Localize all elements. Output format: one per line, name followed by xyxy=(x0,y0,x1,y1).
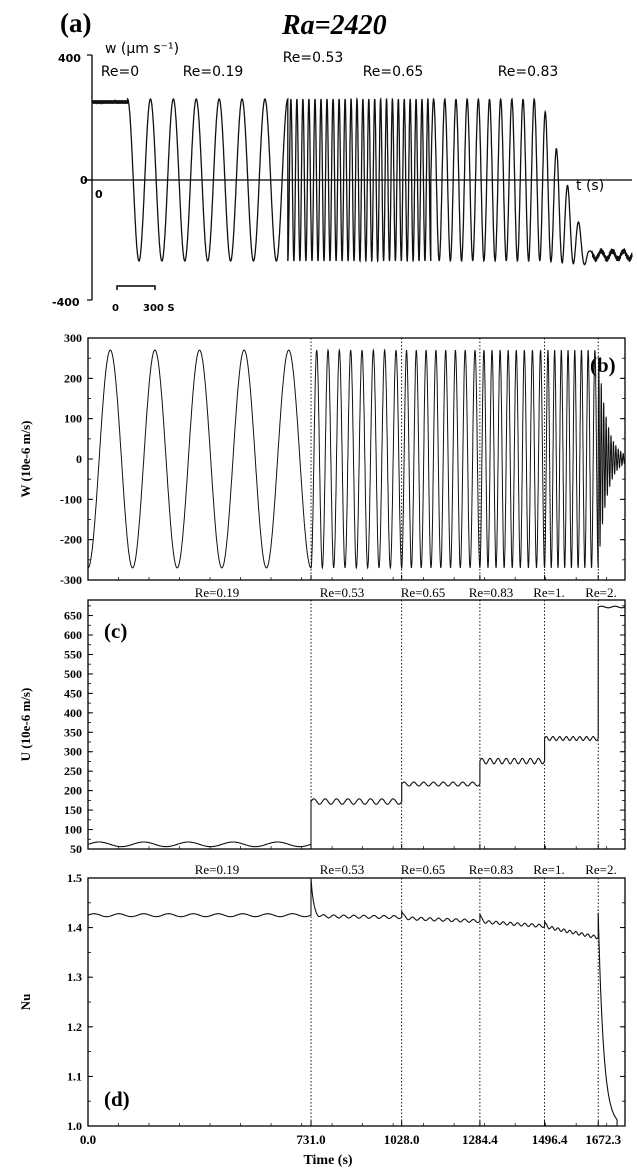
panel-c-ytick-label: 450 xyxy=(64,686,82,700)
panel-d-xtick-label: 0.0 xyxy=(80,1132,96,1147)
panel-d-xtick-label: 1284.4 xyxy=(462,1132,498,1147)
regime-label: Re=0.83 xyxy=(469,862,514,877)
panel-d-ytick-label: 1.5 xyxy=(67,871,82,885)
panel-c-frame xyxy=(87,599,626,850)
panel-b-ytick-label: 300 xyxy=(64,331,82,345)
panel-c-ytick-label: 350 xyxy=(64,725,82,739)
panel-d-xtick-label: 1672.3 xyxy=(585,1132,621,1147)
panel-b-ytick-label: 0 xyxy=(76,452,82,466)
panel-a-series xyxy=(91,97,633,266)
panel-b-ylabel: W (10e-6 m/s) xyxy=(18,420,33,497)
regime-label: Re=1. xyxy=(533,862,565,877)
panel-c: 650 600 550 500 450 400 350 300 250 200 150 100 50 U … xyxy=(18,599,626,877)
panel-c-ytick-label: 550 xyxy=(64,647,82,661)
panel-a-ytick-neg400: -400 xyxy=(52,296,80,309)
panel-a-label: (a) xyxy=(60,8,91,38)
panel-d-ytick-label: 1.3 xyxy=(67,970,82,984)
regime-label: Re=0.65 xyxy=(401,585,446,600)
figure-title: Ra=2420 xyxy=(281,10,387,41)
panel-c-ytick-label: 650 xyxy=(64,609,82,623)
panel-b-ytick-label: 100 xyxy=(64,412,82,426)
panel-c-ytick-label: 600 xyxy=(64,628,82,642)
panel-a-origin-label: 0 xyxy=(95,188,103,201)
panel-b-ytick-label: -300 xyxy=(60,573,82,587)
panel-a-xlabel: t (s) xyxy=(576,178,604,194)
regime-label: Re=0.53 xyxy=(320,585,365,600)
panel-b-ytick-label: -200 xyxy=(60,533,82,547)
panel-c-ytick-label: 100 xyxy=(64,823,82,837)
panel-a-regime-label: Re=0.83 xyxy=(498,64,559,80)
panel-a-regime-label: Re=0.53 xyxy=(283,50,344,66)
panel-b-series xyxy=(87,348,626,570)
panel-b-ytick-label: 200 xyxy=(64,371,82,385)
regime-label: Re=2. xyxy=(585,862,617,877)
panel-a-ylabel: w (μm s⁻¹) xyxy=(105,41,179,57)
panel-d: 1.5 1.4 1.3 1.2 1.1 1.0 Nu (d) 0.0 731.0 1028.0 128… xyxy=(18,871,626,1147)
panel-d-xtick-label: 731.0 xyxy=(296,1132,325,1147)
panel-d-xtick-label: 1028.0 xyxy=(384,1132,420,1147)
panel-a: (a) Ra=2420 w (μm s⁻¹) 400 0 -400 0 t (s… xyxy=(52,8,633,314)
regime-label: Re=0.65 xyxy=(401,862,446,877)
regime-label: Re=0.19 xyxy=(195,862,240,877)
panel-c-ytick-label: 500 xyxy=(64,667,82,681)
panel-c-ylabel: U (10e-6 m/s) xyxy=(18,688,33,762)
panel-d-ytick-label: 1.1 xyxy=(67,1069,82,1083)
scale-bar-end-label: 300 S xyxy=(143,303,175,314)
panel-d-ytick-label: 1.4 xyxy=(67,921,82,935)
panel-c-ytick-label: 250 xyxy=(64,764,82,778)
regime-label: Re=1. xyxy=(533,585,565,600)
panel-d-ytick-label: 1.2 xyxy=(67,1020,82,1034)
panel-d-xtick-label: 1496.4 xyxy=(532,1132,568,1147)
panel-c-ytick-label: 150 xyxy=(64,803,82,817)
panel-d-series xyxy=(87,877,625,1127)
regime-label: Re=0.19 xyxy=(195,585,240,600)
panel-c-ytick-label: 50 xyxy=(70,842,82,856)
panel-a-regime-label: Re=0.19 xyxy=(183,64,244,80)
panel-c-ytick-label: 400 xyxy=(64,706,82,720)
panel-a-scale-bar: 0 300 S xyxy=(112,285,175,314)
panel-d-ytick-label: 1.0 xyxy=(67,1119,82,1133)
scale-bar-start-label: 0 xyxy=(112,303,119,314)
x-axis-title: Time (s) xyxy=(303,1153,352,1168)
panel-a-regime-label: Re=0.65 xyxy=(363,64,424,80)
panel-c-label: (c) xyxy=(104,619,127,643)
panel-a-regime-label: Re=0 xyxy=(101,64,139,80)
panel-c-ytick-label: 200 xyxy=(64,784,82,798)
regime-label: Re=0.83 xyxy=(469,585,514,600)
regime-label: Re=0.53 xyxy=(320,862,365,877)
panel-c-series xyxy=(87,605,626,848)
panel-c-ytick-label: 300 xyxy=(64,745,82,759)
panel-d-ylabel: Nu xyxy=(18,994,33,1011)
panel-b-ytick-label: -100 xyxy=(60,492,82,506)
regime-label: Re=2. xyxy=(585,585,617,600)
panel-a-ytick-400: 400 xyxy=(58,52,81,65)
panel-d-label: (d) xyxy=(104,1087,130,1111)
